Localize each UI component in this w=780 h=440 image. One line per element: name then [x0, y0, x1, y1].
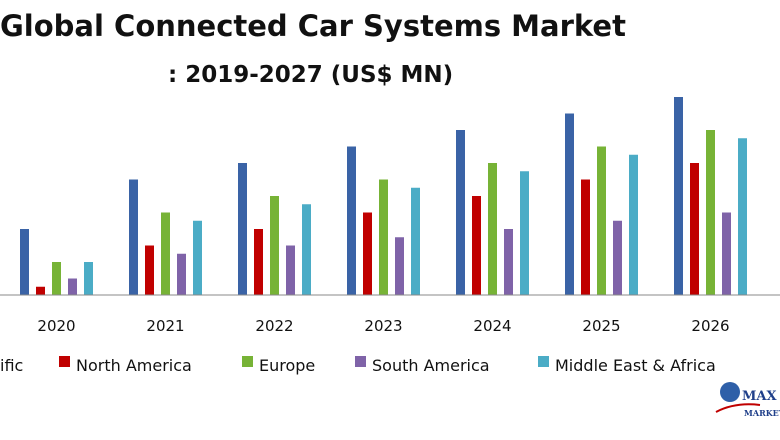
bar-2026-series-2: [706, 130, 715, 295]
legend-label-0: ific: [0, 356, 23, 375]
x-tick-label: 2024: [473, 317, 511, 335]
bar-2021-series-1: [145, 245, 154, 295]
chart-title: Global Connected Car Systems Market: [0, 9, 626, 43]
bar-2025-series-4: [629, 154, 638, 295]
bar-2023-series-1: [363, 212, 372, 295]
legend-label-2: Europe: [259, 356, 315, 375]
legend-label-4: Middle East & Africa: [555, 356, 716, 375]
bar-2026-series-1: [690, 163, 699, 295]
legend-swatch-1: [59, 356, 70, 367]
bar-2023-series-2: [379, 179, 388, 295]
legend-swatch-2: [242, 356, 253, 367]
bar-2021-series-3: [177, 253, 186, 295]
x-tick-label: 2025: [582, 317, 620, 335]
legend: ific North America Europe South America Midd…: [0, 356, 716, 375]
company-logo: MAX MARKET: [715, 382, 780, 418]
bar-2024-series-2: [488, 163, 497, 295]
bar-2020-series-2: [52, 262, 61, 295]
bar-2022-series-4: [302, 204, 311, 295]
bar-2020-series-1: [36, 286, 45, 295]
logo-text-line2: MARKET: [744, 408, 780, 418]
bar-2025-series-1: [581, 179, 590, 295]
bar-2022-series-0: [238, 163, 247, 295]
bar-2024-series-4: [520, 171, 529, 295]
x-tick-label: 2022: [255, 317, 293, 335]
bar-2025-series-3: [613, 220, 622, 295]
bars-group: [20, 97, 747, 295]
bar-2026-series-4: [738, 138, 747, 295]
x-tick-label: 2020: [37, 317, 75, 335]
bar-2021-series-4: [193, 220, 202, 295]
bar-2026-series-3: [722, 212, 731, 295]
legend-swatch-3: [355, 356, 366, 367]
bar-2022-series-2: [270, 196, 279, 295]
bar-2023-series-4: [411, 187, 420, 295]
legend-swatch-4: [538, 356, 549, 367]
swoosh-icon: [715, 403, 761, 413]
bar-2020-series-4: [84, 262, 93, 295]
bar-2022-series-1: [254, 229, 263, 295]
bar-2024-series-0: [456, 130, 465, 295]
bar-2020-series-0: [20, 229, 29, 295]
logo-text-line1: MAX: [742, 389, 777, 404]
legend-label-3: South America: [372, 356, 490, 375]
bar-2020-series-3: [68, 278, 77, 295]
bar-2025-series-2: [597, 146, 606, 295]
bar-2022-series-3: [286, 245, 295, 295]
x-tick-label: 2021: [146, 317, 184, 335]
x-tick-label: 2026: [691, 317, 729, 335]
x-tick-label: 2023: [364, 317, 402, 335]
bar-2023-series-3: [395, 237, 404, 295]
bar-2021-series-2: [161, 212, 170, 295]
bar-2025-series-0: [565, 113, 574, 295]
bar-2024-series-3: [504, 229, 513, 295]
x-tick-labels: 2020 2021 2022 2023 2024 2025 2026: [37, 317, 729, 335]
chart-subtitle: : 2019-2027 (US$ MN): [168, 62, 453, 88]
bar-2024-series-1: [472, 196, 481, 295]
globe-icon: [720, 382, 740, 402]
bar-2023-series-0: [347, 146, 356, 295]
bar-2021-series-0: [129, 179, 138, 295]
bar-2026-series-0: [674, 97, 683, 295]
legend-label-1: North America: [76, 356, 192, 375]
